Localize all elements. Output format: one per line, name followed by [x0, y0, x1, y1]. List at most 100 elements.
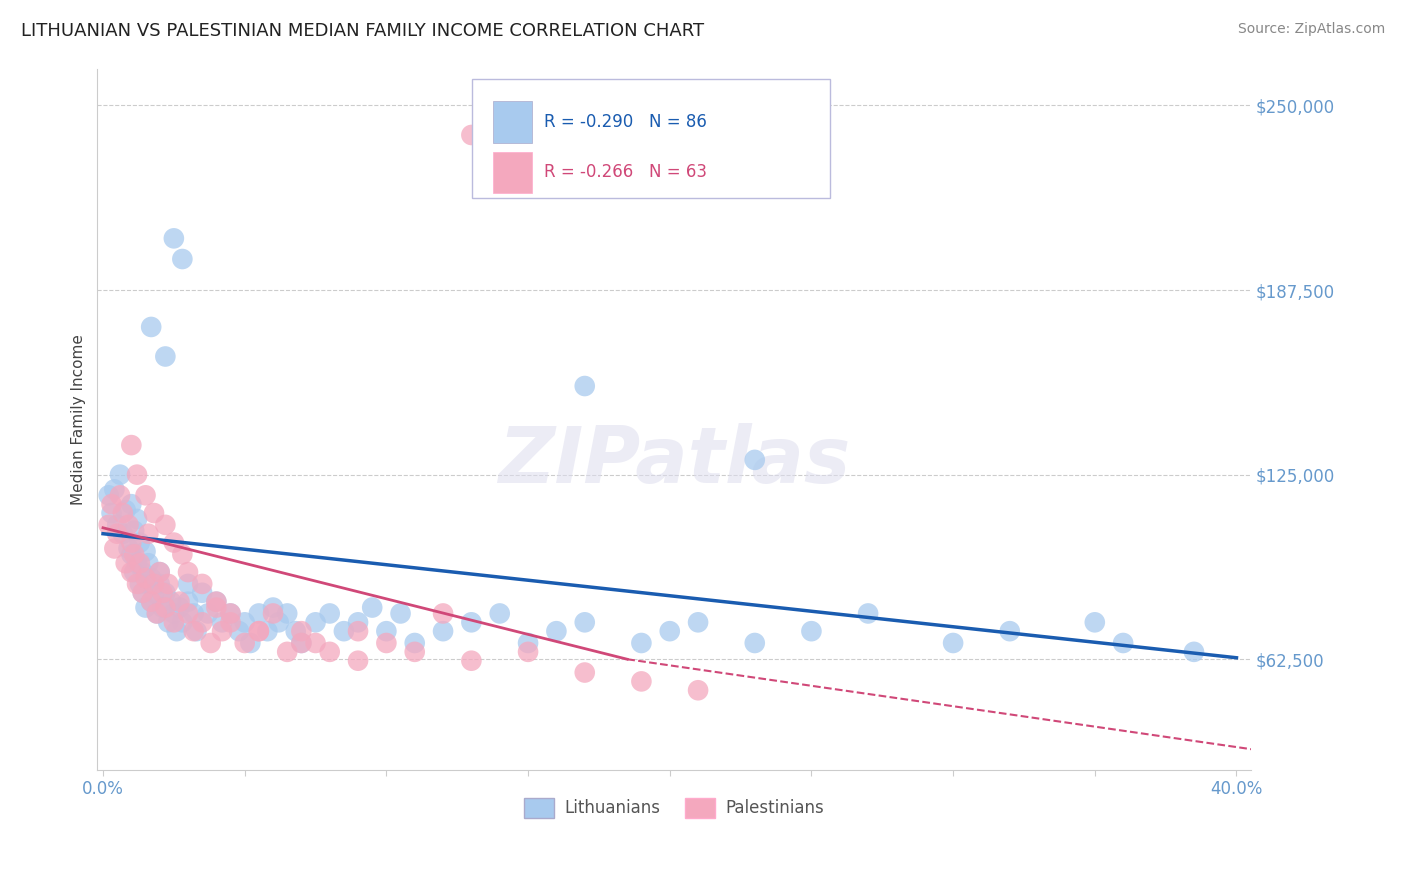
Point: [247, 624, 270, 639]
Point: [375, 636, 398, 650]
Point: [488, 607, 510, 621]
Point: [152, 586, 174, 600]
Point: [800, 624, 823, 639]
Point: [375, 624, 398, 639]
Point: [177, 607, 200, 621]
Point: [276, 645, 298, 659]
Point: [219, 607, 242, 621]
Text: LITHUANIAN VS PALESTINIAN MEDIAN FAMILY INCOME CORRELATION CHART: LITHUANIAN VS PALESTINIAN MEDIAN FAMILY …: [21, 22, 704, 40]
Point: [333, 624, 356, 639]
Point: [172, 615, 194, 630]
Point: [125, 556, 148, 570]
Point: [141, 594, 163, 608]
Point: [290, 636, 312, 650]
Point: [942, 636, 965, 650]
Point: [191, 577, 214, 591]
Point: [177, 577, 200, 591]
Point: [228, 624, 250, 639]
FancyBboxPatch shape: [494, 152, 531, 193]
Point: [155, 350, 177, 364]
Point: [460, 654, 482, 668]
Point: [205, 594, 228, 608]
Point: [141, 594, 163, 608]
Point: [197, 607, 219, 621]
Point: [186, 624, 208, 639]
Point: [347, 624, 370, 639]
Point: [108, 467, 131, 482]
Point: [160, 594, 183, 608]
Point: [163, 615, 186, 630]
Point: [135, 488, 157, 502]
Point: [166, 624, 188, 639]
Point: [122, 524, 145, 538]
Point: [152, 600, 174, 615]
Point: [276, 607, 298, 621]
Point: [143, 506, 166, 520]
Point: [163, 535, 186, 549]
Point: [103, 483, 125, 497]
Point: [105, 526, 128, 541]
Point: [211, 615, 233, 630]
Point: [267, 615, 290, 630]
Point: [114, 503, 136, 517]
Point: [290, 624, 312, 639]
Point: [630, 674, 652, 689]
Point: [404, 636, 426, 650]
Point: [239, 636, 262, 650]
Point: [361, 600, 384, 615]
Point: [155, 586, 177, 600]
Point: [125, 467, 148, 482]
Point: [319, 645, 342, 659]
Point: [744, 636, 766, 650]
Point: [103, 541, 125, 556]
Point: [183, 607, 205, 621]
Point: [183, 624, 205, 639]
Point: [233, 636, 256, 650]
Text: Source: ZipAtlas.com: Source: ZipAtlas.com: [1237, 22, 1385, 37]
Point: [177, 565, 200, 579]
Point: [658, 624, 681, 639]
Point: [117, 517, 139, 532]
Point: [128, 577, 150, 591]
Point: [128, 556, 150, 570]
Point: [1084, 615, 1107, 630]
Point: [143, 577, 166, 591]
Point: [135, 571, 157, 585]
Point: [120, 565, 142, 579]
Point: [688, 615, 710, 630]
Point: [146, 607, 169, 621]
Point: [120, 548, 142, 562]
Point: [211, 624, 233, 639]
Point: [233, 615, 256, 630]
Point: [262, 607, 284, 621]
Point: [574, 379, 596, 393]
Point: [574, 615, 596, 630]
Point: [125, 577, 148, 591]
Point: [131, 586, 153, 600]
Text: ZIPatlas: ZIPatlas: [498, 424, 851, 500]
Point: [120, 497, 142, 511]
Point: [108, 488, 131, 502]
Point: [157, 615, 180, 630]
Point: [155, 600, 177, 615]
Point: [149, 565, 172, 579]
Point: [191, 615, 214, 630]
Point: [172, 252, 194, 266]
Point: [200, 636, 222, 650]
Point: [304, 636, 326, 650]
Point: [149, 577, 172, 591]
Point: [111, 506, 134, 520]
Point: [122, 565, 145, 579]
Legend: Lithuanians, Palestinians: Lithuanians, Palestinians: [517, 791, 831, 825]
Point: [120, 438, 142, 452]
Point: [744, 453, 766, 467]
Point: [247, 607, 270, 621]
Point: [177, 594, 200, 608]
Point: [574, 665, 596, 680]
Point: [100, 506, 122, 520]
Point: [131, 586, 153, 600]
Point: [630, 636, 652, 650]
Point: [347, 654, 370, 668]
Point: [205, 594, 228, 608]
Point: [143, 586, 166, 600]
